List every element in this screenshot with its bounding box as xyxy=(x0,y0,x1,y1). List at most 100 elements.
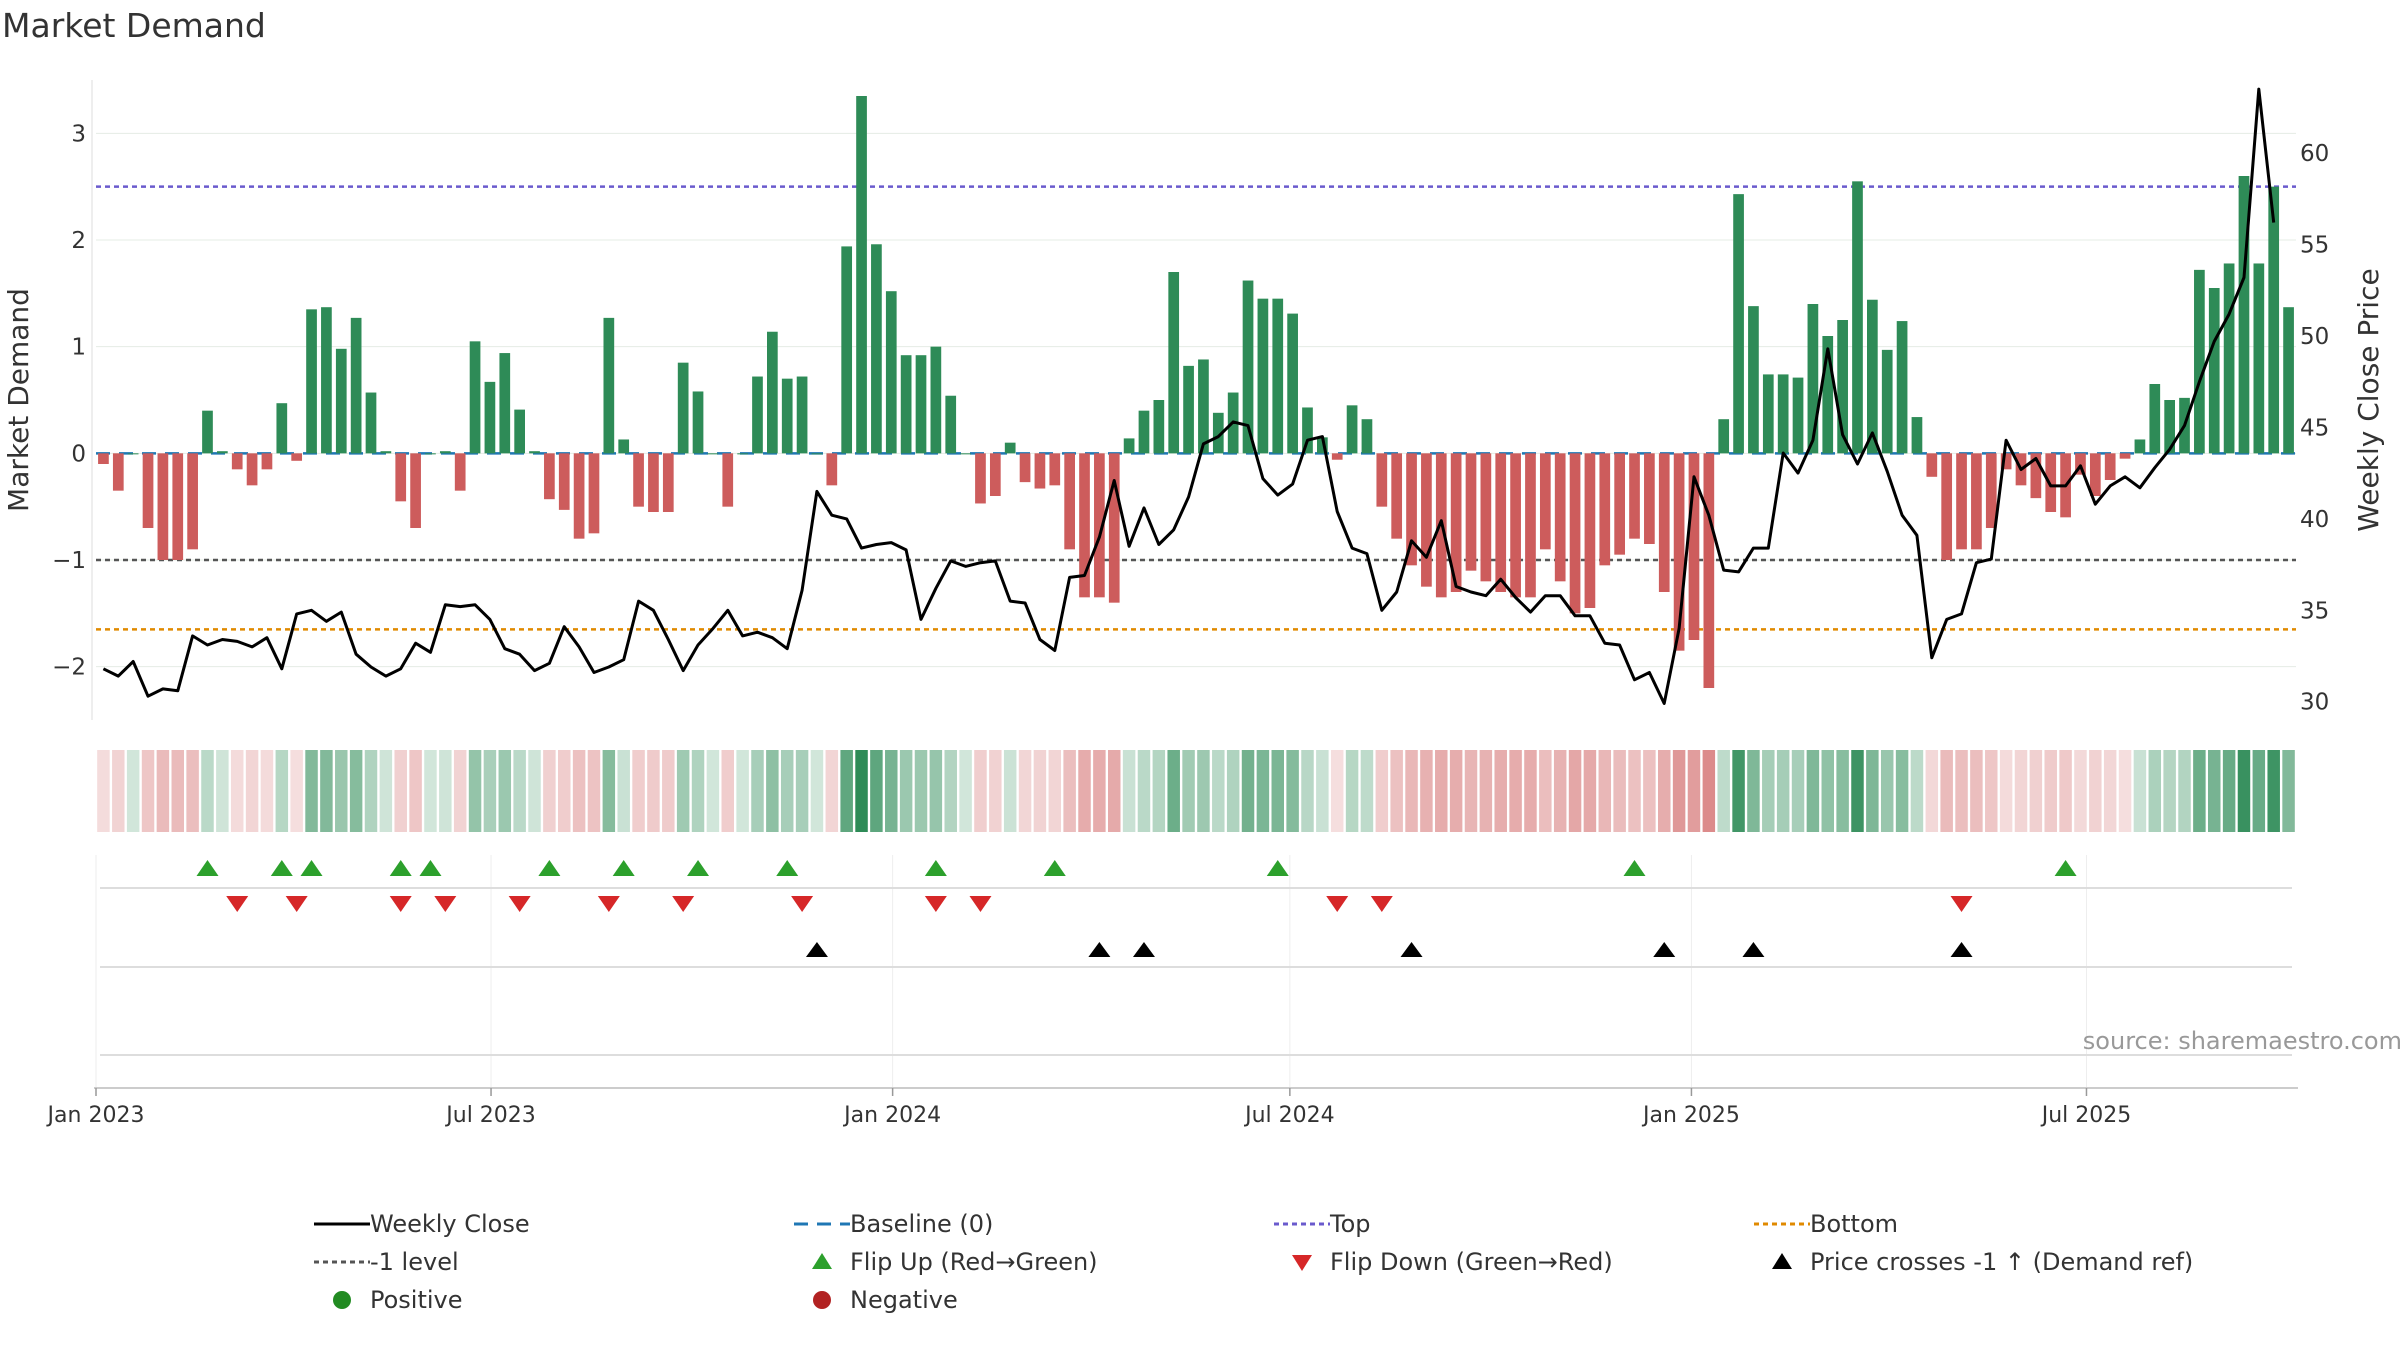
demand-bar-positive xyxy=(1881,349,1893,454)
heat-cell xyxy=(1628,750,1641,832)
price-cross-marker xyxy=(1653,942,1676,957)
heat-cell xyxy=(751,750,764,832)
demand-bar-negative xyxy=(1554,453,1566,582)
demand-bar-negative xyxy=(454,453,466,491)
demand-bar-positive xyxy=(2238,176,2250,454)
y2-tick-label: 55 xyxy=(2300,233,2329,259)
legend-label-price-cross: Price crosses -1 ↑ (Demand ref) xyxy=(1810,1248,2194,1276)
heat-cell xyxy=(201,750,214,832)
demand-bar-negative xyxy=(573,453,585,539)
heat-cell xyxy=(1613,750,1626,832)
legend-item-flip-up: Flip Up (Red→Green) xyxy=(780,1247,1260,1277)
heat-cell xyxy=(1821,750,1834,832)
demand-bar-positive xyxy=(1346,405,1358,454)
legend-item-flip-down: Flip Down (Green→Red) xyxy=(1260,1247,1740,1277)
demand-bar-negative xyxy=(1510,453,1521,598)
flip-down-marker xyxy=(672,896,695,912)
legend-label-top: Top xyxy=(1330,1210,1371,1238)
y2-tick-label: 60 xyxy=(2300,141,2329,167)
demand-bar-positive xyxy=(1138,410,1150,454)
demand-bar-positive xyxy=(1183,365,1194,454)
legend-item-weekly-close: Weekly Close xyxy=(300,1209,780,1239)
heat-cell xyxy=(1509,750,1522,832)
heat-cell xyxy=(1494,750,1507,832)
heat-cell xyxy=(260,750,274,832)
heat-cell xyxy=(394,750,407,832)
date-axis: Jan 2023 Jul 2023 Jan 2024 Jul 2024 Jan 2025… xyxy=(46,1087,2298,1128)
demand-bar-negative xyxy=(187,453,198,550)
source-annotation: source: sharemaestro.com xyxy=(2083,1027,2400,1055)
heat-cell xyxy=(1449,750,1463,832)
heat-cell xyxy=(558,750,571,832)
heat-cell xyxy=(1583,750,1597,832)
heat-cell xyxy=(736,750,749,832)
heat-cell xyxy=(1182,750,1195,832)
heat-cell xyxy=(1167,750,1180,832)
demand-bar-positive xyxy=(1212,412,1224,454)
heat-cell xyxy=(1672,750,1686,832)
weekly-close-line xyxy=(102,87,2276,705)
heat-cell xyxy=(885,750,898,832)
heat-cell xyxy=(1063,750,1076,832)
y2-axis-label: Weekly Close Price xyxy=(2352,268,2385,531)
flip-down-marker xyxy=(226,896,249,912)
demand-bar-negative xyxy=(1450,453,1462,592)
flip-down-marker xyxy=(924,896,947,912)
legend-item-price-cross: Price crosses -1 ↑ (Demand ref) xyxy=(1740,1247,2220,1277)
heat-cell xyxy=(1212,750,1225,832)
demand-bar-negative xyxy=(1941,453,1953,560)
heat-cell xyxy=(1687,750,1701,832)
demand-bar-positive xyxy=(321,307,332,454)
heat-cell xyxy=(617,750,630,832)
x-tick-label: Jan 2025 xyxy=(1641,1103,1740,1128)
demand-bar-positive xyxy=(2134,439,2146,454)
heat-cell xyxy=(245,750,259,832)
flip-down-marker xyxy=(389,896,412,912)
demand-bar-positive xyxy=(960,453,971,455)
heat-cell xyxy=(944,750,957,832)
demand-bar-negative xyxy=(1688,453,1700,640)
demand-bar-positive xyxy=(767,331,778,454)
demand-bar-positive xyxy=(930,346,942,454)
demand-bar-negative xyxy=(2075,453,2086,475)
heat-cell xyxy=(1806,750,1820,832)
demand-bar-positive xyxy=(276,403,288,454)
legend: Weekly Close Baseline (0) Top Bottom -1 … xyxy=(300,1205,2250,1319)
heat-cell xyxy=(186,750,199,832)
demand-bar-negative xyxy=(544,453,555,500)
flip-up-marker xyxy=(1043,860,1066,876)
demand-bar-negative xyxy=(826,453,838,486)
heat-cell xyxy=(1256,750,1270,832)
heat-cell xyxy=(2014,750,2028,832)
demand-bar-positive xyxy=(1807,304,1819,454)
heat-cell xyxy=(1078,750,1091,832)
heat-cell xyxy=(2222,750,2236,832)
heat-cell xyxy=(2267,750,2280,832)
y2-tick-label: 40 xyxy=(2300,507,2329,533)
heat-cell xyxy=(840,750,853,832)
heat-cell xyxy=(126,750,140,832)
demand-bar-positive xyxy=(1718,419,1730,454)
demand-bar-positive xyxy=(2194,269,2205,454)
heat-cell xyxy=(1197,750,1210,832)
demand-bar-positive xyxy=(365,392,377,454)
heat-cell xyxy=(2044,750,2057,832)
heat-cell xyxy=(2133,750,2147,832)
demand-bar-positive xyxy=(1837,320,1848,454)
demand-bar-negative xyxy=(1465,453,1477,571)
demand-bar-negative xyxy=(1971,453,1982,550)
demand-bar-positive xyxy=(1168,272,1180,454)
demand-bar-positive xyxy=(2149,384,2161,454)
demand-bar-positive xyxy=(915,355,927,454)
signal-markers xyxy=(95,855,2292,1088)
heat-cell xyxy=(1345,750,1359,832)
demand-bar-positive xyxy=(885,291,897,454)
heat-cell xyxy=(1375,750,1389,832)
heat-cell xyxy=(2118,750,2132,832)
heat-cell xyxy=(1033,750,1047,832)
demand-bar-positive xyxy=(1822,336,1834,454)
heat-cell xyxy=(572,750,586,832)
heat-cell xyxy=(2074,750,2087,832)
flip-down-marker xyxy=(1370,896,1393,912)
heat-cell xyxy=(959,750,972,832)
